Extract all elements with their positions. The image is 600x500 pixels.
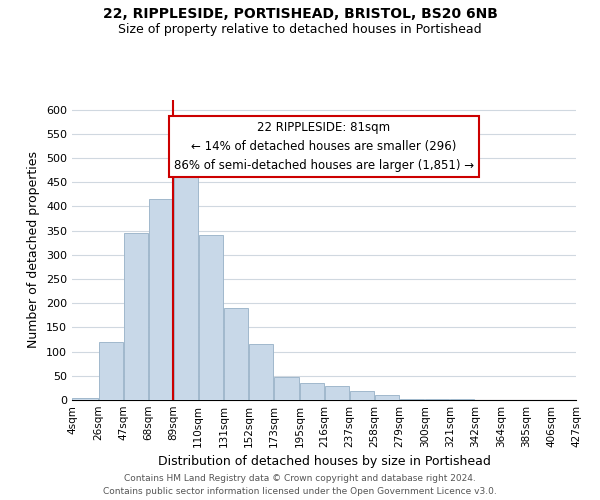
Bar <box>98 342 123 400</box>
Bar <box>224 308 248 400</box>
Bar <box>274 377 299 400</box>
Text: Contains public sector information licensed under the Open Government Licence v3: Contains public sector information licen… <box>103 487 497 496</box>
Bar <box>350 392 374 400</box>
Bar <box>72 398 98 400</box>
Bar <box>124 233 148 400</box>
Bar <box>199 236 223 400</box>
Bar <box>149 199 173 400</box>
Text: Size of property relative to detached houses in Portishead: Size of property relative to detached ho… <box>118 22 482 36</box>
Bar <box>300 383 324 400</box>
Text: Contains HM Land Registry data © Crown copyright and database right 2024.: Contains HM Land Registry data © Crown c… <box>124 474 476 483</box>
Bar <box>450 399 475 400</box>
Bar <box>425 399 449 400</box>
Bar <box>325 386 349 400</box>
Text: 22, RIPPLESIDE, PORTISHEAD, BRISTOL, BS20 6NB: 22, RIPPLESIDE, PORTISHEAD, BRISTOL, BS2… <box>103 8 497 22</box>
Bar <box>248 344 273 400</box>
Bar <box>375 395 400 400</box>
X-axis label: Distribution of detached houses by size in Portishead: Distribution of detached houses by size … <box>158 456 490 468</box>
Y-axis label: Number of detached properties: Number of detached properties <box>28 152 40 348</box>
Bar <box>400 398 424 400</box>
Bar <box>173 163 198 400</box>
Text: 22 RIPPLESIDE: 81sqm
← 14% of detached houses are smaller (296)
86% of semi-deta: 22 RIPPLESIDE: 81sqm ← 14% of detached h… <box>174 121 474 172</box>
